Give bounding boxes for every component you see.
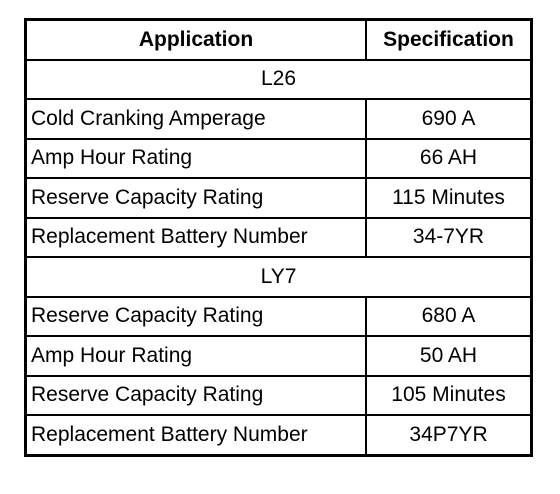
data-row: Reserve Capacity Rating 680 A bbox=[24, 295, 533, 337]
header-row: Application Specification bbox=[24, 18, 533, 61]
section-row: LY7 bbox=[24, 256, 533, 298]
data-row: Reserve Capacity Rating 105 Minutes bbox=[24, 374, 533, 416]
application-cell: Replacement Battery Number bbox=[24, 414, 367, 456]
application-cell: Reserve Capacity Rating bbox=[24, 295, 367, 337]
data-row: Amp Hour Rating 50 AH bbox=[24, 335, 533, 377]
section-title: LY7 bbox=[24, 256, 533, 298]
header-cell: Application bbox=[24, 18, 367, 61]
data-row: Reserve Capacity Rating 115 Minutes bbox=[24, 177, 533, 219]
specification-cell: 66 AH bbox=[365, 137, 533, 179]
table-head: Application Specification bbox=[24, 18, 533, 61]
data-row: Replacement Battery Number 34P7YR bbox=[24, 414, 533, 456]
application-cell: Reserve Capacity Rating bbox=[24, 374, 367, 416]
data-row: Cold Cranking Amperage 690 A bbox=[24, 98, 533, 140]
specification-cell: 34P7YR bbox=[365, 414, 533, 456]
application-cell: Cold Cranking Amperage bbox=[24, 98, 367, 140]
application-cell: Reserve Capacity Rating bbox=[24, 177, 367, 219]
data-row: Replacement Battery Number 34-7YR bbox=[24, 216, 533, 258]
spec-table: Application Specification L26 Cold Cranki… bbox=[24, 18, 533, 457]
application-cell: Replacement Battery Number bbox=[24, 216, 367, 258]
application-cell: Amp Hour Rating bbox=[24, 137, 367, 179]
specification-cell: 50 AH bbox=[365, 335, 533, 377]
section-title: L26 bbox=[24, 58, 533, 100]
data-row: Amp Hour Rating 66 AH bbox=[24, 137, 533, 179]
specification-cell: 690 A bbox=[365, 98, 533, 140]
table-body: L26 Cold Cranking Amperage 690 A Amp Hour R… bbox=[24, 58, 533, 456]
section-row: L26 bbox=[24, 58, 533, 100]
specification-cell: 680 A bbox=[365, 295, 533, 337]
application-cell: Amp Hour Rating bbox=[24, 335, 367, 377]
specification-cell: 105 Minutes bbox=[365, 374, 533, 416]
specification-cell: 115 Minutes bbox=[365, 177, 533, 219]
header-cell: Specification bbox=[365, 18, 533, 61]
specification-cell: 34-7YR bbox=[365, 216, 533, 258]
